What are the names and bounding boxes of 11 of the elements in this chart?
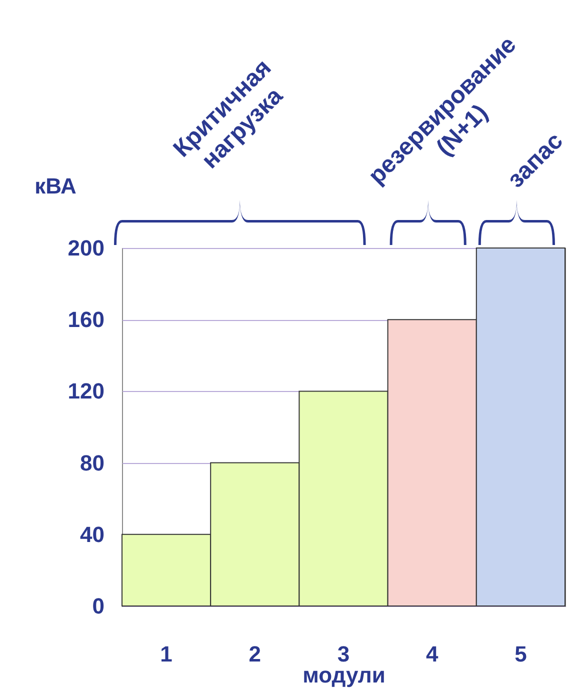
y-tick-label: 160 [68,307,104,332]
x-tick-label: 1 [160,642,172,666]
y-tick-label: 200 [68,236,104,260]
x-tick-label: 5 [514,642,527,666]
y-tick-label: 120 [68,378,104,404]
y-tick-label: 0 [92,594,104,618]
y-axis-title: кВА [34,174,76,198]
x-tick-label: 2 [248,642,262,666]
x-tick-label: 4 [426,642,439,666]
y-tick-label: 40 [80,522,104,547]
y-tick-label: 80 [80,450,104,476]
